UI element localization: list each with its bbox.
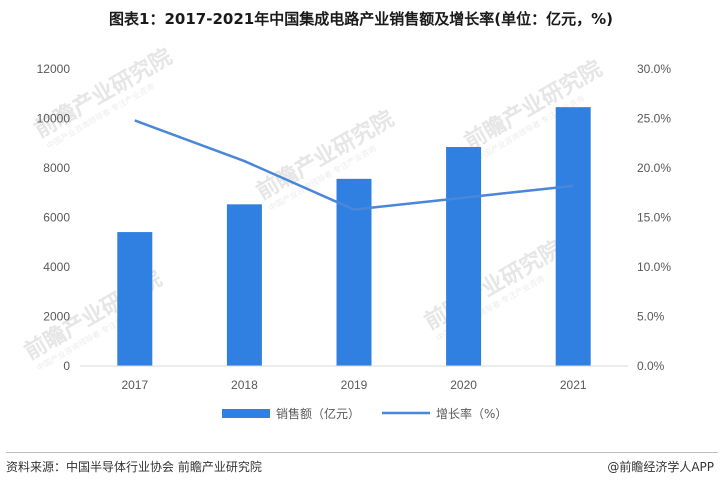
right-tick-label: 20.0%: [637, 161, 671, 175]
legend: 销售额（亿元） 增长率（%）: [222, 406, 507, 421]
left-tick-label: 10000: [37, 112, 71, 126]
x-tick-label: 2017: [121, 378, 148, 392]
bar-2018: [226, 204, 262, 366]
left-tick-label: 6000: [43, 211, 70, 225]
growth-line-series: [134, 119, 574, 211]
bar-2020: [446, 147, 482, 366]
right-tick-label: 15.0%: [637, 211, 671, 225]
legend-line-label: 增长率（%）: [436, 406, 507, 421]
left-tick-label: 8000: [43, 161, 70, 175]
right-tick-label: 5.0%: [637, 310, 665, 324]
x-tick-label: 2019: [341, 378, 368, 392]
footer-divider: [6, 452, 718, 453]
x-axis-ticks: 2017 2018 2019 2020 2021: [121, 378, 586, 392]
legend-bar-label: 销售额（亿元）: [276, 406, 360, 421]
chart-title: 图表1：2017-2021年中国集成电路产业销售额及增长率(单位：亿元，%): [109, 10, 613, 28]
left-tick-label: 12000: [37, 62, 71, 76]
source-note: 资料来源：中国半导体行业协会 前瞻产业研究院: [6, 460, 262, 474]
bar-2017: [117, 232, 153, 366]
bar-2021: [555, 107, 591, 367]
brand-credit: @前瞻经济学人APP: [607, 460, 714, 474]
right-tick-label: 10.0%: [637, 260, 671, 274]
x-tick-label: 2018: [231, 378, 258, 392]
x-tick-label: 2020: [450, 378, 477, 392]
watermark-layer: 前瞻产业研究院中国产业咨询领导者·专注产业咨询前瞻产业研究院中国产业咨询领导者·…: [20, 44, 606, 373]
left-axis-ticks: 0 2000 4000 6000 8000 10000 12000: [37, 62, 71, 373]
right-tick-label: 0.0%: [637, 359, 665, 373]
left-tick-label: 0: [63, 359, 70, 373]
x-tick-label: 2021: [560, 378, 587, 392]
legend-bar-swatch: [222, 409, 270, 418]
watermark-text: 前瞻产业研究院: [420, 236, 566, 336]
watermark-text: 前瞻产业研究院: [252, 106, 398, 206]
bar-series: [117, 107, 591, 367]
bar-2019: [336, 178, 372, 366]
right-tick-label: 25.0%: [637, 112, 671, 126]
right-tick-label: 30.0%: [637, 62, 671, 76]
left-tick-label: 4000: [43, 260, 70, 274]
right-axis-ticks: 0.0% 5.0% 10.0% 15.0% 20.0% 25.0% 30.0%: [637, 62, 671, 373]
left-tick-label: 2000: [43, 310, 70, 324]
